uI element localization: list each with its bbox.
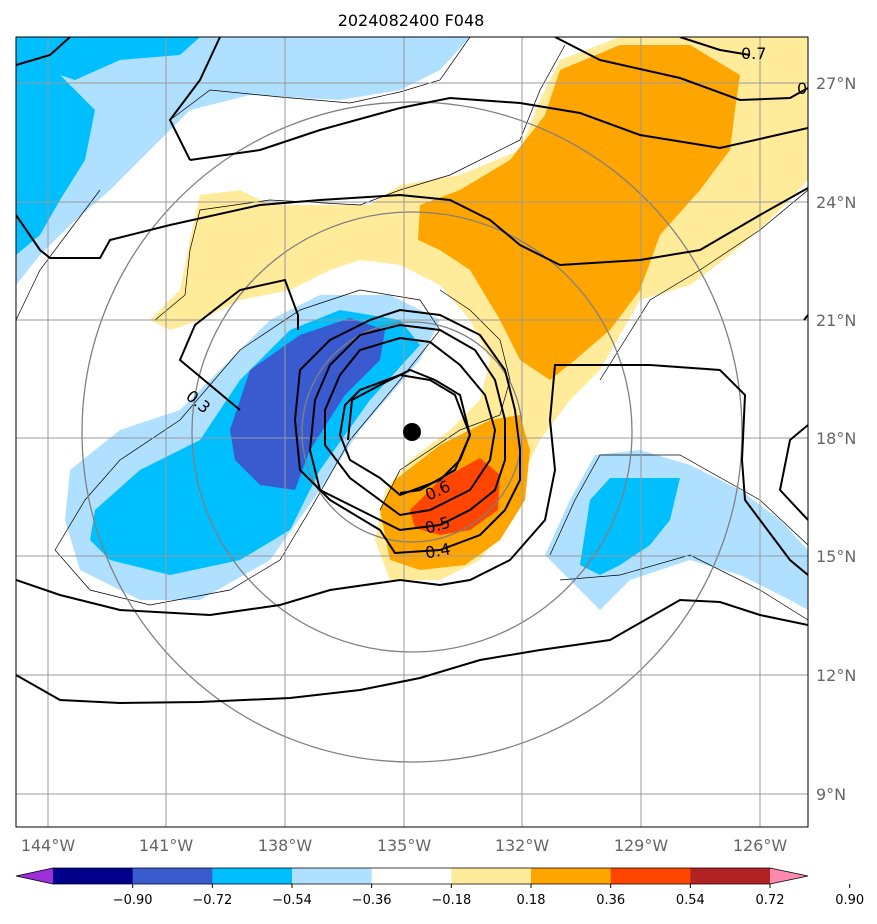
colorbar-extend-high xyxy=(770,868,808,884)
colorbar-segment xyxy=(690,868,771,884)
colorbar-segment xyxy=(53,868,134,884)
shade-se-blue xyxy=(580,478,680,575)
map-frame xyxy=(15,36,809,828)
colorbar-segment xyxy=(531,868,612,884)
colorbar: −0.90 −0.72 −0.54 −0.36 −0.18 0.18 0.36 0.54 0.7… xyxy=(15,867,864,908)
map-title: 2024082400 F048 xyxy=(338,11,485,30)
lat-tick-label: 24°N xyxy=(816,193,856,212)
colorbar-segment xyxy=(451,868,532,884)
colorbar-tick-label: −0.72 xyxy=(192,893,232,908)
lon-tick-label: 144°W xyxy=(21,836,76,855)
shade-nw-lightblue xyxy=(16,37,470,285)
lon-tick-label: 129°W xyxy=(614,836,669,855)
shade-nw-blue xyxy=(16,37,200,255)
shade-ne-orange xyxy=(418,45,740,380)
lon-tick-label: 138°W xyxy=(258,836,313,855)
colorbar-tick-label: 0.36 xyxy=(596,893,625,908)
colorbar-extend-low xyxy=(16,868,53,884)
colorbar-tick-label: −0.36 xyxy=(352,893,392,908)
thick-contours xyxy=(16,37,808,705)
colorbar-segment xyxy=(371,868,452,884)
colorbar-tick-label: 0.54 xyxy=(676,893,705,908)
lon-tick-label: 126°W xyxy=(733,836,788,855)
lon-tick-label: 132°W xyxy=(495,836,550,855)
contour-label-edge: 0 xyxy=(797,79,807,98)
colorbar-tick-label: 0.72 xyxy=(756,893,785,908)
lon-tick-label: 135°W xyxy=(377,836,432,855)
shade-west-darkblue xyxy=(230,318,385,490)
lat-tick-label: 12°N xyxy=(816,666,856,685)
colorbar-tick-label: −0.18 xyxy=(431,893,471,908)
colorbar-tick-label: −0.90 xyxy=(113,893,153,908)
lon-tick-label: 141°W xyxy=(139,836,194,855)
lat-tick-labels: 27°N 24°N 21°N 18°N 15°N 12°N 9°N xyxy=(816,74,856,804)
colorbar-segment xyxy=(292,868,373,884)
contour-label-0.7: 0.7 xyxy=(741,44,766,63)
colorbar-tick-label: 0.18 xyxy=(517,893,546,908)
map-field: 0.7 0.3 0.6 0.5 0.4 0 xyxy=(16,37,808,827)
contour-label-0.4: 0.4 xyxy=(424,539,452,562)
storm-center-marker xyxy=(403,423,421,441)
lat-tick-label: 27°N xyxy=(816,74,856,93)
colorbar-segment xyxy=(212,868,293,884)
colorbar-segment xyxy=(610,868,691,884)
colorbar-tick-label: −0.54 xyxy=(272,893,312,908)
lat-tick-label: 15°N xyxy=(816,547,856,566)
colorbar-tick-label: 0.90 xyxy=(835,893,864,908)
colorbar-outline xyxy=(15,867,809,885)
lon-tick-labels: 144°W 141°W 138°W 135°W 132°W 129°W 126°… xyxy=(21,836,788,855)
colorbar-segment xyxy=(132,868,213,884)
range-rings xyxy=(81,101,743,763)
lat-tick-label: 9°N xyxy=(816,785,846,804)
lat-tick-label: 18°N xyxy=(816,429,856,448)
lat-tick-label: 21°N xyxy=(816,311,856,330)
storm-contours xyxy=(293,308,521,555)
